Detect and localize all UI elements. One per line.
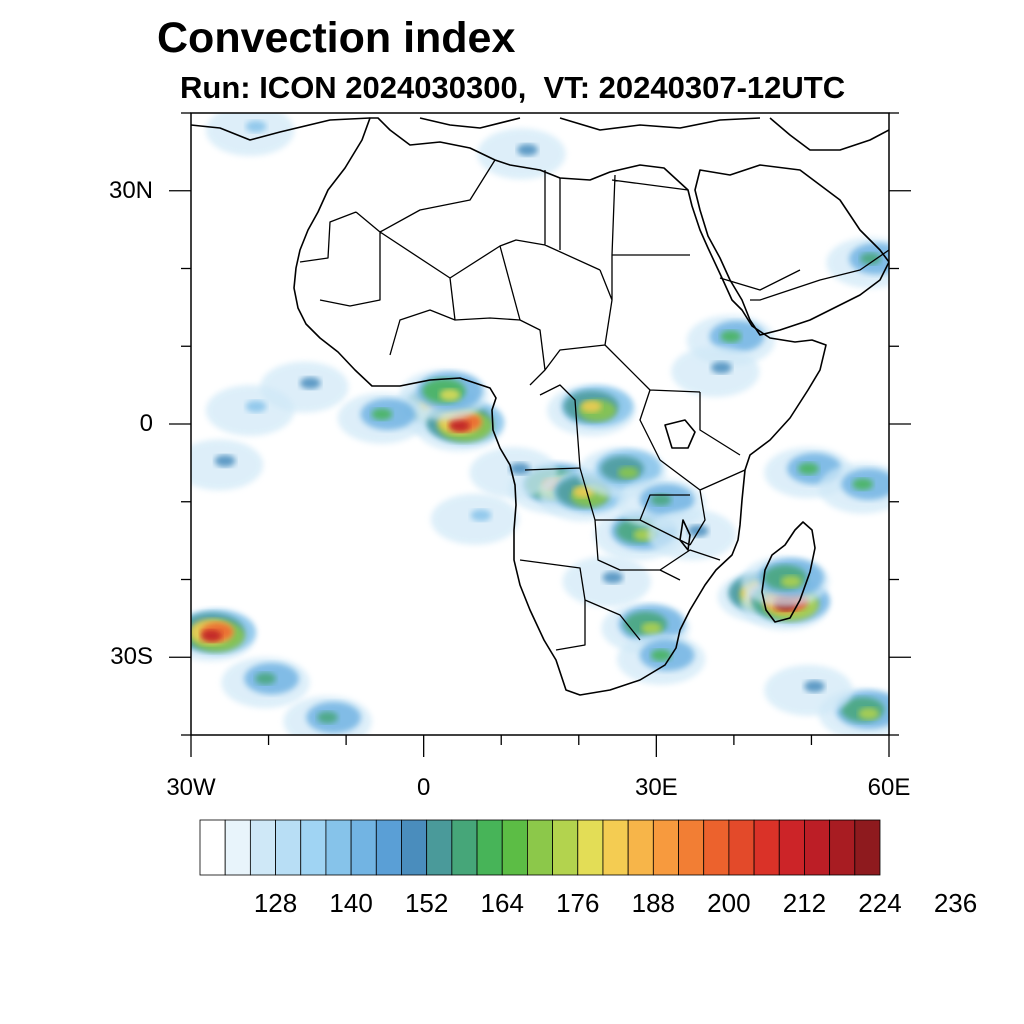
convection-cell [710,361,732,374]
convection-cells-layer [191,113,889,735]
convection-cell [580,400,602,413]
convection-cell [317,711,338,724]
convection-cell [798,462,819,475]
convection-cell [617,466,639,479]
axis-ticks [169,112,911,757]
colorbar-label: 164 [480,888,524,918]
convection-cell [449,420,470,432]
colorbar-label: 152 [404,888,449,918]
colorbar-label: 212 [782,888,827,918]
convection-cell [650,649,672,662]
colorbar-label: 176 [556,888,600,918]
colorbar-label: 236 [933,888,978,918]
africa-coastline [293,117,827,696]
convection-cell [852,478,874,491]
lon-tick-label: 30E [634,774,678,801]
convection-cell [470,509,492,522]
convection-cell [205,113,295,157]
convection-cell [720,330,742,343]
convection-cell [650,493,672,506]
convection-cell [200,629,222,642]
madagascar-coastline [761,521,816,623]
convection-cell [804,680,825,693]
lat-tick-label: 0 [139,410,153,437]
lake-malawi [679,519,691,551]
convection-cell [371,408,393,421]
convection-cell [439,388,461,401]
map-title: Convection index [157,14,516,62]
colorbar-label: 200 [707,888,751,918]
convection-cell [517,143,538,156]
coastline-and-borders [191,117,889,696]
colorbar-label: 140 [329,888,373,918]
lon-tick-label: 0 [416,774,431,801]
lat-tick-label: 30N [108,176,153,204]
europe-coastline [191,117,889,151]
convection-cell [858,707,880,720]
country-borders [299,159,889,651]
lon-tick-label: 60E [867,774,911,801]
convection-cell [780,575,802,588]
convection-cell [299,377,321,390]
convection-cell [245,120,267,133]
colorbar-label: 128 [253,888,298,918]
convection-cell [245,400,267,413]
convection-cell [214,454,236,467]
convection-cell [860,252,881,265]
colorbar-label: 188 [631,888,676,918]
lake-victoria [664,419,696,449]
colorbar-label: 224 [858,888,902,918]
lon-tick-label: 30W [166,774,216,801]
lat-tick-label: 30S [110,643,153,671]
convection-cell [641,622,662,635]
convection-cell [509,462,531,475]
arabia-coastline [694,164,889,336]
map-subtitle: Run: ICON 2024030300, VT: 20240307-12UTC [180,70,846,105]
convection-cell [602,571,624,584]
convection-cell [255,672,276,685]
